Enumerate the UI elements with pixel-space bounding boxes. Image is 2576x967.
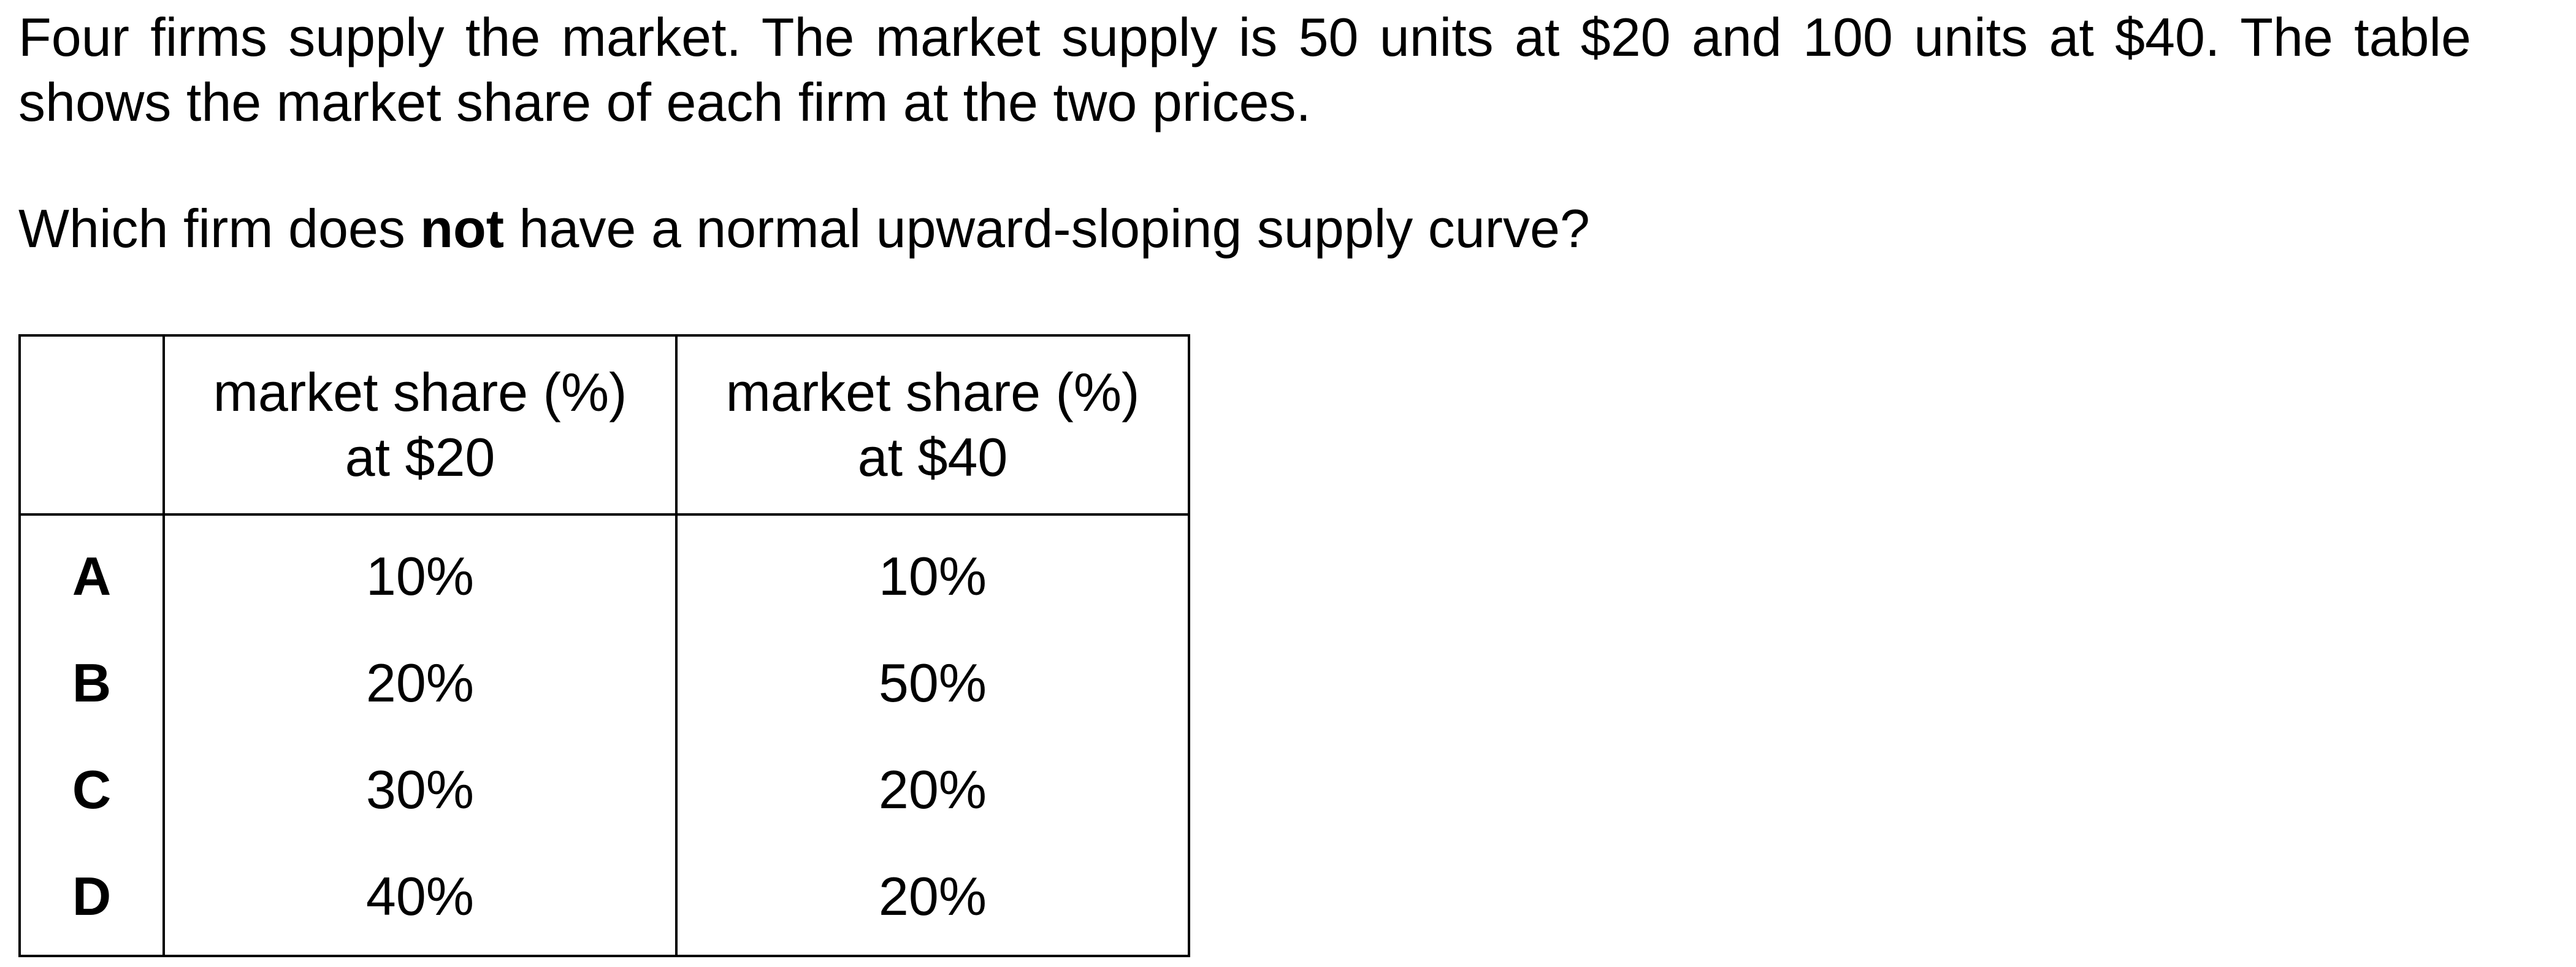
question-prompt: Which firm does not have a normal upward… [18, 196, 2471, 261]
share-at-20-cell: 40% [162, 843, 678, 957]
question-intro: Four firms supply the market. The market… [18, 7, 2471, 132]
table-row: C 30% 20% [18, 736, 1190, 843]
header-share-at-40: market share (%) at $40 [675, 334, 1190, 516]
share-at-40-cell: 20% [675, 843, 1190, 957]
share-at-40-cell: 10% [675, 514, 1190, 630]
row-label: A [18, 514, 165, 630]
row-label: D [18, 843, 165, 957]
table-header-row: market share (%) at $20 market share (%)… [18, 334, 1190, 516]
question-prompt-start: Which firm does [18, 198, 421, 259]
question-prompt-emphasis: not [420, 198, 505, 259]
table-row: B 20% 50% [18, 630, 1190, 736]
row-label: B [18, 630, 165, 736]
share-at-20-cell: 30% [162, 736, 678, 843]
row-label: C [18, 736, 165, 843]
question-prompt-end: have a normal upward-sloping supply curv… [504, 198, 1590, 259]
share-at-40-cell: 50% [675, 630, 1190, 736]
header-share-at-20-line1: market share (%) [213, 362, 627, 422]
table-corner-cell [18, 334, 165, 516]
share-at-20-cell: 10% [162, 514, 678, 630]
table-row: A 10% 10% [18, 514, 1190, 630]
table-row: D 40% 20% [18, 843, 1190, 957]
share-at-40-cell: 20% [675, 736, 1190, 843]
header-share-at-20: market share (%) at $20 [162, 334, 678, 516]
header-share-at-40-line1: market share (%) [725, 362, 1140, 422]
header-share-at-20-line2: at $20 [345, 427, 495, 487]
question-page: Four firms supply the market. The market… [18, 5, 2471, 957]
market-share-table: market share (%) at $20 market share (%)… [18, 334, 1190, 957]
share-at-20-cell: 20% [162, 630, 678, 736]
header-share-at-40-line2: at $40 [857, 427, 1008, 487]
